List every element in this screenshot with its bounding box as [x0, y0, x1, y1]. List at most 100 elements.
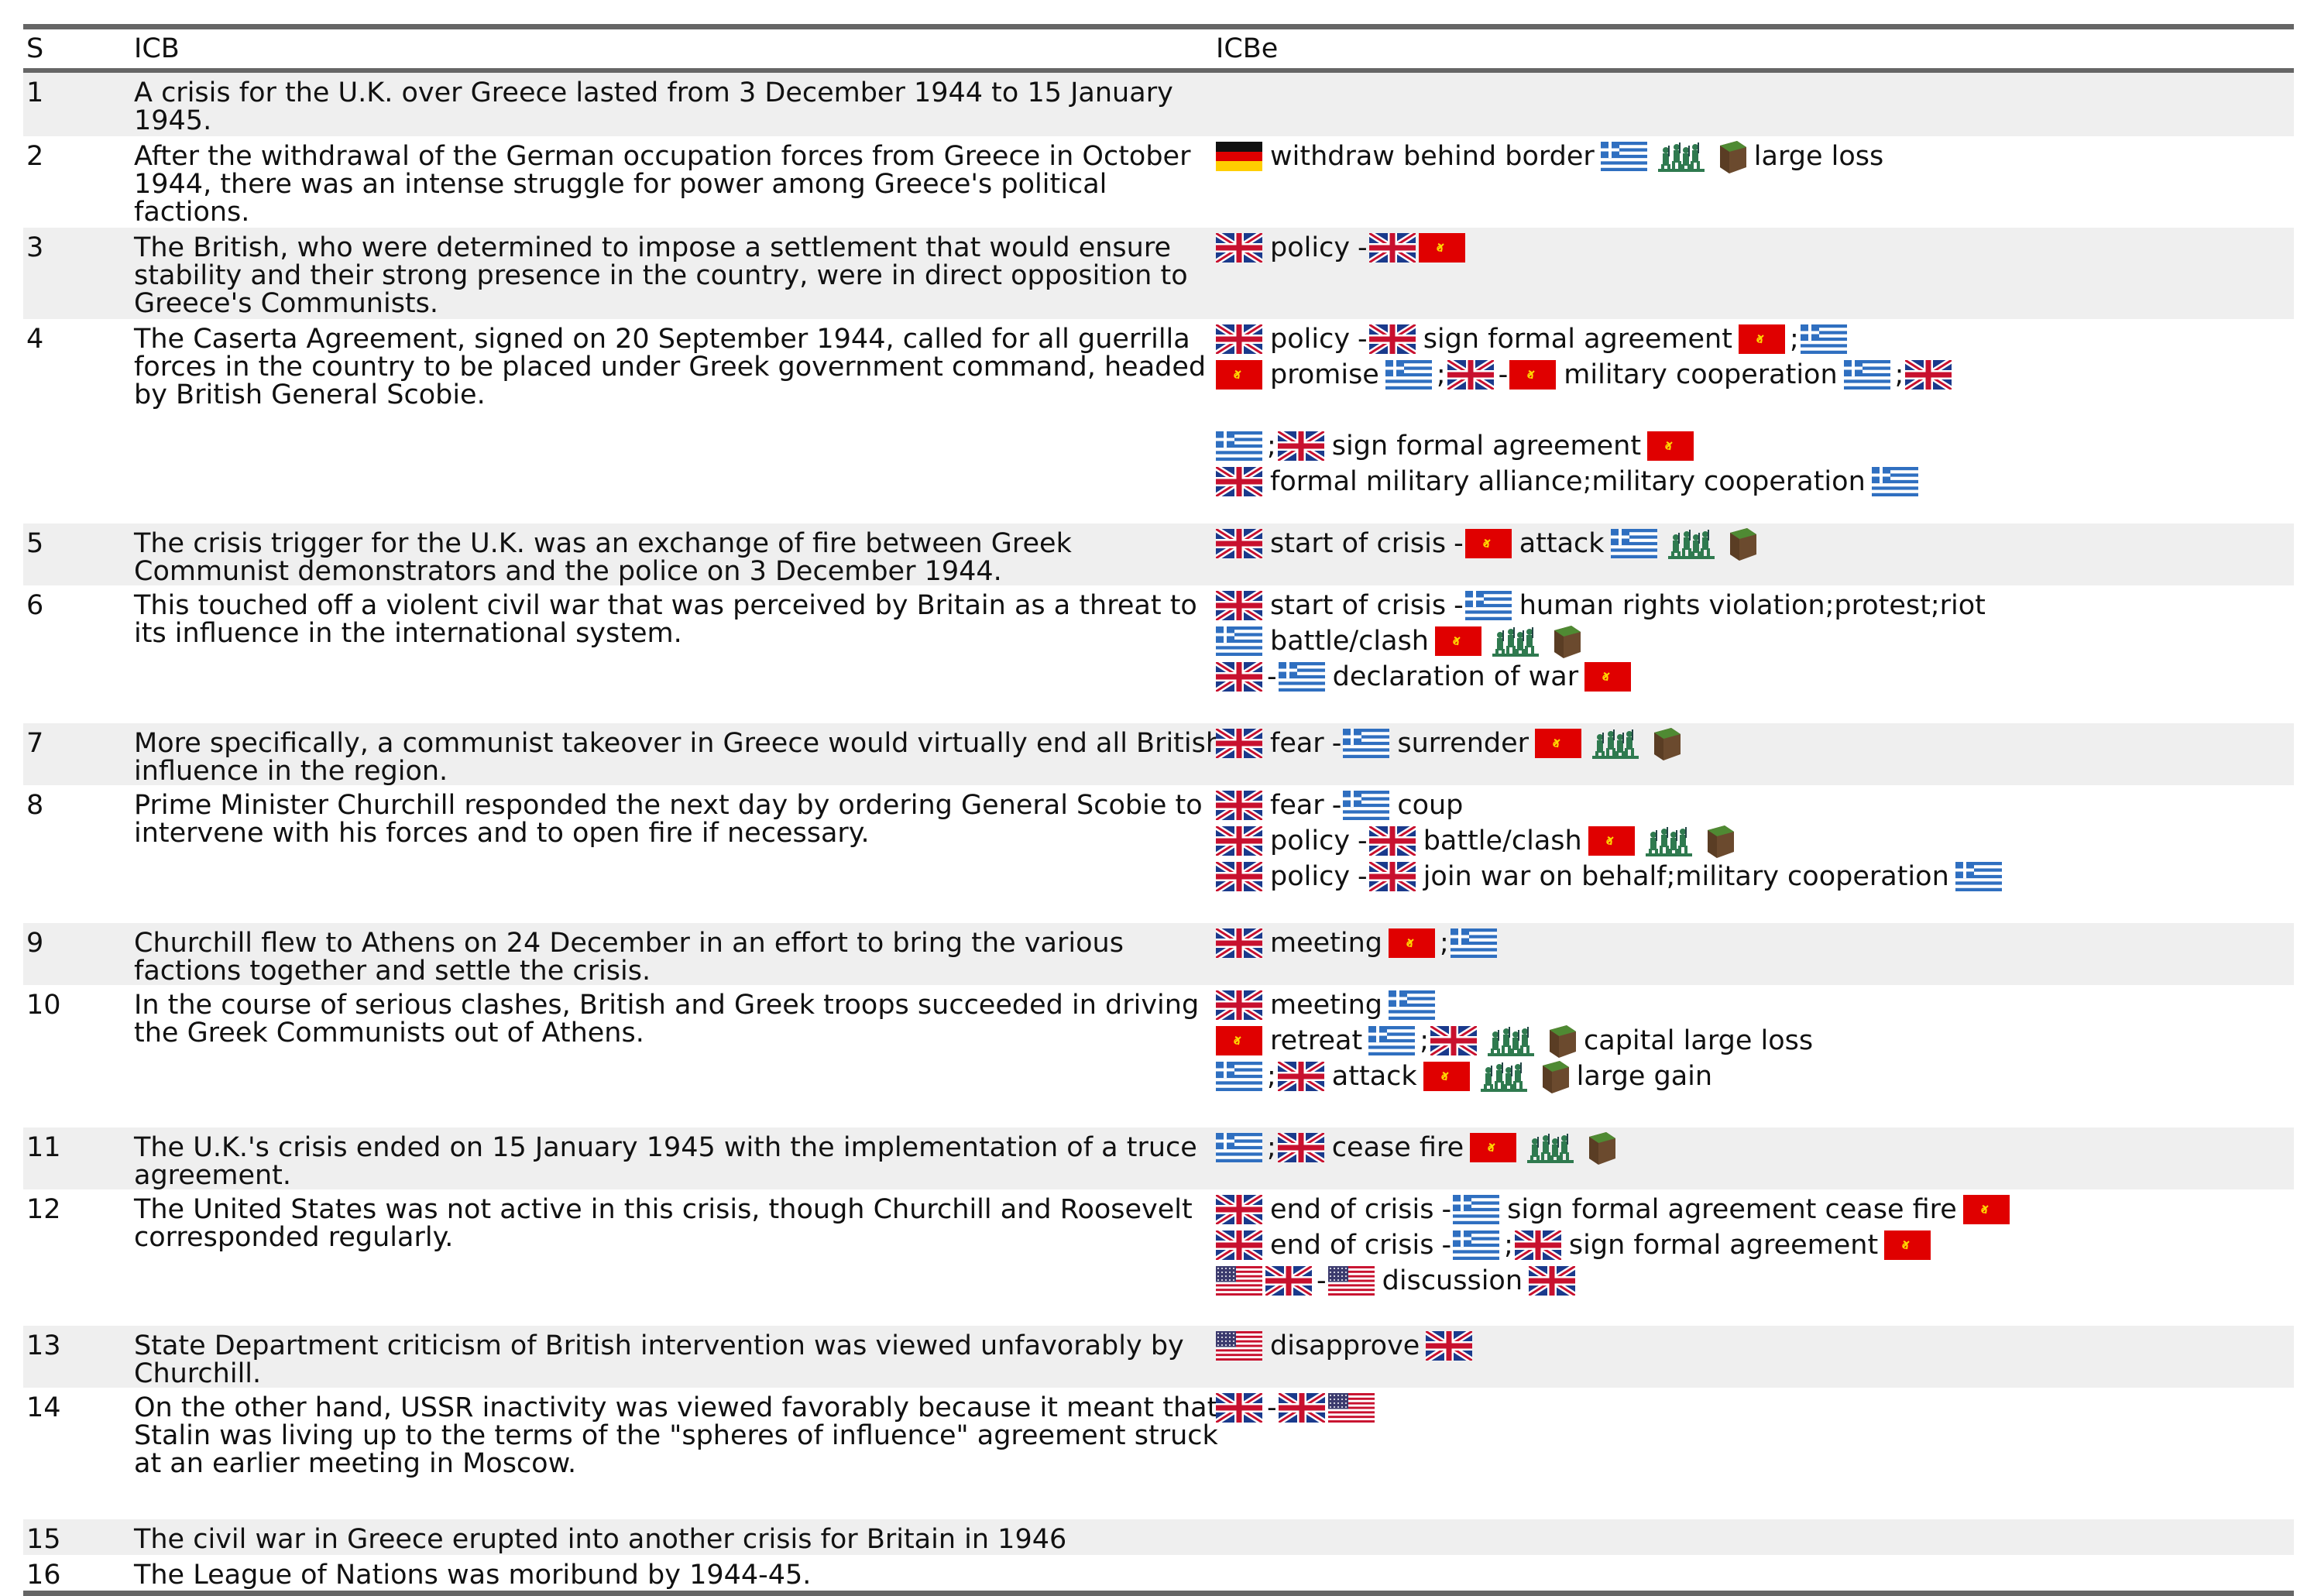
communist-flag-icon: [1584, 662, 1632, 692]
icbe-events: meeting;: [1214, 925, 2292, 961]
communist-flag-icon: [1216, 360, 1262, 390]
table-row: 7 More specifically, a communist takeover…: [23, 723, 2294, 785]
event-separator: ;: [1789, 324, 1799, 355]
icbe-events: end of crisis - sign formal agreement ceas…: [1214, 1191, 2292, 1299]
event-line: - discussion: [1216, 1262, 2292, 1299]
event-separator: -: [1498, 359, 1509, 390]
greece-flag-icon: [1450, 928, 1497, 958]
communist-flag-icon: [1738, 324, 1785, 354]
uk-flag-icon: [1367, 823, 1417, 859]
icbe-events: policy -: [1214, 229, 2292, 266]
event-separator: -: [1441, 1230, 1452, 1261]
icb-sentence: The crisis trigger for the U.K. was an e…: [134, 528, 1072, 587]
usa-flag-icon: [1216, 1266, 1262, 1296]
table-row: 16 The League of Nations was moribund by …: [23, 1555, 2294, 1591]
uk-flag-icon: [1904, 357, 1954, 393]
sentence-number: 3: [26, 232, 44, 263]
event-line: policy - sign formal agreement;: [1214, 321, 2292, 357]
event-separator: ;: [1267, 1132, 1276, 1163]
event-label: large gain: [1576, 1061, 1713, 1092]
uk-flag-icon: [1214, 526, 1265, 561]
uk-flag-icon: [1428, 1023, 1479, 1059]
event-label: sign formal agreement: [1331, 431, 1642, 462]
table-row: 6 This touched off a violent civil war th…: [23, 585, 2294, 723]
uk-flag-icon: [1214, 588, 1265, 623]
sentence-number: 12: [26, 1194, 61, 1225]
event-label: start of crisis: [1270, 590, 1447, 621]
event-line: policy - join war on behalf;military coope…: [1214, 858, 2292, 894]
event-line: withdraw behind border large loss: [1216, 138, 2292, 173]
uk-flag-icon: [1214, 659, 1265, 695]
icbe-events: ; cease fire: [1216, 1129, 2292, 1165]
icb-sentence: State Department criticism of British in…: [134, 1330, 1184, 1389]
event-separator: ;: [1440, 928, 1449, 959]
event-separator: -: [1267, 1392, 1277, 1423]
icbe-events: start of crisis - attack: [1214, 525, 2292, 561]
sentence-number: 6: [26, 590, 44, 621]
event-label: disapprove: [1270, 1330, 1420, 1361]
sentence-number: 1: [26, 77, 44, 108]
soldiers-and-terrain-icon: [1524, 1129, 1617, 1166]
table-row: 5 The crisis trigger for the U.K. was an …: [23, 523, 2294, 585]
event-label: sign formal agreement cease fire: [1507, 1194, 1957, 1225]
greece-flag-icon: [1216, 626, 1262, 656]
icb-sentence: The Caserta Agreement, signed on 20 Sept…: [134, 324, 1207, 410]
event-separator: ;: [1267, 1061, 1276, 1092]
event-separator: -: [1358, 232, 1368, 263]
greece-flag-icon: [1464, 591, 1512, 620]
event-line: -: [1214, 1389, 2292, 1426]
event-label: discussion: [1382, 1265, 1523, 1296]
table-row: 11 The U.K.'s crisis ended on 15 January …: [23, 1127, 2294, 1189]
event-label: sign formal agreement: [1423, 324, 1732, 355]
event-label: meeting: [1270, 990, 1383, 1021]
event-line: ; attack large gain: [1216, 1058, 2292, 1094]
event-label: policy: [1270, 861, 1351, 892]
table-body: 1 A crisis for the U.K. over Greece laste…: [23, 73, 2294, 1591]
event-label: declaration of war: [1332, 661, 1579, 692]
event-separator: ;: [1420, 1025, 1429, 1056]
greece-flag-icon: [1871, 467, 1918, 496]
usa-flag-icon: [1216, 1331, 1262, 1361]
soldiers-and-terrain-icon: [1489, 623, 1582, 660]
communist-flag-icon: [1884, 1230, 1931, 1260]
event-separator: ;: [1267, 431, 1276, 462]
event-separator: -: [1331, 728, 1342, 759]
sentence-number: 5: [26, 528, 44, 559]
icb-sentence: A crisis for the U.K. over Greece lasted…: [134, 77, 1173, 136]
icbe-events: policy - sign formal agreement; promise; - mi…: [1214, 321, 2292, 499]
greece-flag-icon: [1368, 1026, 1416, 1055]
header-icbe: ICBe: [1216, 33, 1279, 64]
greece-flag-icon: [1216, 1062, 1262, 1091]
icb-sentence: In the course of serious clashes, Britis…: [134, 990, 1200, 1049]
soldiers-and-terrain-icon: [1643, 822, 1736, 860]
greece-flag-icon: [1600, 142, 1647, 171]
event-line: start of crisis - human rights violation;p…: [1214, 587, 2292, 623]
event-separator: -: [1441, 1194, 1452, 1225]
event-line: policy -: [1214, 229, 2292, 266]
communist-flag-icon: [1509, 360, 1557, 390]
sentence-number: 15: [26, 1524, 61, 1555]
event-separator: -: [1358, 324, 1368, 355]
event-label: end of crisis: [1270, 1230, 1434, 1261]
icbe-events: withdraw behind border large loss: [1216, 138, 2292, 173]
event-label: fear: [1270, 790, 1324, 821]
uk-flag-icon: [1214, 1227, 1265, 1263]
greece-flag-icon: [1453, 1195, 1500, 1224]
icb-sentence: The civil war in Greece erupted into ano…: [134, 1524, 1067, 1555]
header-icb: ICB: [134, 33, 180, 64]
event-line: fear - coup: [1214, 787, 2292, 823]
uk-flag-icon: [1263, 1263, 1314, 1299]
communist-flag-icon: [1435, 626, 1481, 656]
icb-sentence: The League of Nations was moribund by 19…: [134, 1560, 812, 1591]
communist-flag-icon: [1389, 928, 1436, 958]
icb-sentence: The British, who were determined to impo…: [134, 232, 1188, 319]
event-label: cease fire: [1331, 1132, 1464, 1163]
greece-flag-icon: [1385, 360, 1432, 390]
table-row: 14 On the other hand, USSR inactivity was…: [23, 1388, 2294, 1519]
event-label: battle/clash: [1423, 825, 1582, 856]
greece-flag-icon: [1610, 529, 1657, 558]
event-spacer: [1216, 392, 2292, 427]
event-label: human rights violation;protest;riot: [1519, 590, 1986, 621]
event-label: withdraw behind border: [1270, 141, 1595, 172]
uk-flag-icon: [1214, 925, 1265, 961]
